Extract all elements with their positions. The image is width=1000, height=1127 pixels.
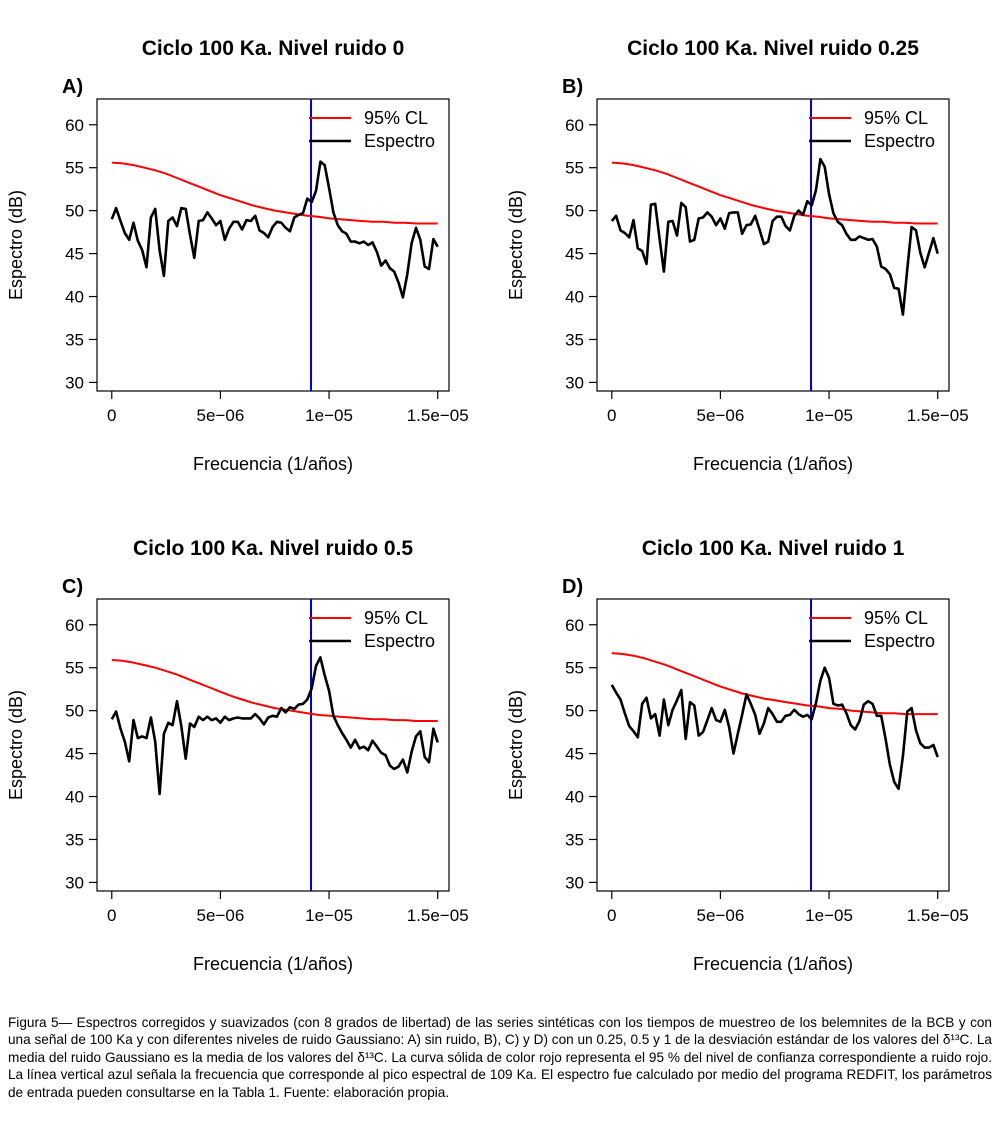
x-tick-label: 5e−06 xyxy=(197,406,245,425)
y-tick-label: 35 xyxy=(65,330,84,349)
y-tick-label: 50 xyxy=(565,202,584,221)
spectrum-curve xyxy=(610,157,939,316)
plot-frame xyxy=(96,598,450,892)
y-tick-label: 40 xyxy=(565,788,584,807)
legend-entry: Espectro xyxy=(364,131,435,151)
x-tick-label: 1.5e−05 xyxy=(407,406,469,425)
y-axis-label: Espectro (dB) xyxy=(506,690,526,800)
y-tick-label: 55 xyxy=(65,659,84,678)
legend: 95% CL Espectro xyxy=(309,108,435,151)
x-tick-label: 5e−06 xyxy=(197,906,245,925)
confidence-curve xyxy=(111,659,438,722)
confidence-curve xyxy=(111,161,438,225)
panel-label: A) xyxy=(62,76,83,98)
legend-entry: 95% CL xyxy=(364,608,428,628)
y-tick-label: 60 xyxy=(65,116,84,135)
y-tick-label: 30 xyxy=(65,873,84,892)
spectrum-curve xyxy=(110,160,439,299)
legend-entry: Espectro xyxy=(864,131,935,151)
y-tick-label: 55 xyxy=(65,159,84,178)
x-tick-label: 5e−06 xyxy=(697,906,745,925)
chart-title: Ciclo 100 Ka. Nivel ruido 0 xyxy=(142,37,405,60)
legend-entry: 95% CL xyxy=(864,108,928,128)
legend-entry: Espectro xyxy=(364,631,435,651)
y-tick-label: 40 xyxy=(565,288,584,307)
y-tick-label: 50 xyxy=(65,702,84,721)
x-tick-label: 1e−05 xyxy=(305,406,353,425)
y-tick-label: 45 xyxy=(65,245,84,264)
legend-entry: Espectro xyxy=(864,631,935,651)
figure-caption: Figura 5— Espectros corregidos y suaviza… xyxy=(8,1014,992,1100)
confidence-curve xyxy=(611,652,938,716)
panel-label: C) xyxy=(62,576,83,598)
y-axis-label: Espectro (dB) xyxy=(506,190,526,300)
x-tick-label: 0 xyxy=(107,406,116,425)
x-tick-label: 1.5e−05 xyxy=(407,906,469,925)
spectrum-curve xyxy=(110,656,439,796)
legend: 95% CL Espectro xyxy=(809,608,935,651)
x-tick-label: 5e−06 xyxy=(697,406,745,425)
y-tick-label: 60 xyxy=(565,616,584,635)
x-axis-label: Frecuencia (1/años) xyxy=(193,454,353,474)
plot-frame xyxy=(96,98,450,392)
panel-label: B) xyxy=(562,76,583,98)
x-tick-label: 1.5e−05 xyxy=(907,906,969,925)
chart-panel-a: Ciclo 100 Ka. Nivel ruido 0 A) 30 35 40 45 50 5… xyxy=(6,37,469,474)
legend-entry: 95% CL xyxy=(864,608,928,628)
chart-panel-b: Ciclo 100 Ka. Nivel ruido 0.25 B) 30 35 40 45… xyxy=(506,37,969,474)
legend: 95% CL Espectro xyxy=(309,608,435,651)
chart-panel-d: Ciclo 100 Ka. Nivel ruido 1 D) 30 35 40 45 50 5… xyxy=(506,537,969,974)
x-tick-label: 0 xyxy=(107,906,116,925)
y-tick-label: 30 xyxy=(565,373,584,392)
x-tick-label: 1e−05 xyxy=(805,406,853,425)
chart-panel-c: Ciclo 100 Ka. Nivel ruido 0.5 C) 30 35 40 45 5… xyxy=(6,537,469,974)
y-tick-label: 45 xyxy=(565,245,584,264)
y-tick-label: 45 xyxy=(565,745,584,764)
x-axis-label: Frecuencia (1/años) xyxy=(693,454,853,474)
y-tick-label: 50 xyxy=(65,202,84,221)
legend-entry: 95% CL xyxy=(364,108,428,128)
y-tick-label: 60 xyxy=(565,116,584,135)
plot-frame xyxy=(596,598,950,892)
x-axis-label: Frecuencia (1/años) xyxy=(693,954,853,974)
confidence-curve xyxy=(611,161,938,225)
x-tick-label: 1e−05 xyxy=(305,906,353,925)
y-tick-label: 30 xyxy=(565,873,584,892)
y-axis-label: Espectro (dB) xyxy=(6,190,26,300)
y-tick-label: 30 xyxy=(65,373,84,392)
y-tick-label: 60 xyxy=(65,616,84,635)
y-tick-label: 35 xyxy=(565,330,584,349)
y-tick-label: 40 xyxy=(65,288,84,307)
y-tick-label: 55 xyxy=(565,659,584,678)
y-axis-label: Espectro (dB) xyxy=(6,690,26,800)
chart-title: Ciclo 100 Ka. Nivel ruido 0.5 xyxy=(133,537,413,560)
chart-title: Ciclo 100 Ka. Nivel ruido 1 xyxy=(642,537,905,560)
chart-title: Ciclo 100 Ka. Nivel ruido 0.25 xyxy=(627,37,919,60)
x-tick-label: 1e−05 xyxy=(805,906,853,925)
y-tick-label: 55 xyxy=(565,159,584,178)
y-tick-label: 35 xyxy=(565,830,584,849)
figure-panels: Ciclo 100 Ka. Nivel ruido 0 A) 30 35 40 45 50 5… xyxy=(6,37,969,974)
x-axis-label: Frecuencia (1/años) xyxy=(193,954,353,974)
y-tick-label: 50 xyxy=(565,702,584,721)
x-tick-label: 1.5e−05 xyxy=(907,406,969,425)
y-tick-label: 45 xyxy=(65,745,84,764)
spectrum-curve xyxy=(610,666,939,791)
x-tick-label: 0 xyxy=(607,406,616,425)
x-tick-label: 0 xyxy=(607,906,616,925)
panel-label: D) xyxy=(562,576,583,598)
y-tick-label: 40 xyxy=(65,788,84,807)
legend: 95% CL Espectro xyxy=(809,108,935,151)
y-tick-label: 35 xyxy=(65,830,84,849)
plot-frame xyxy=(596,98,950,392)
